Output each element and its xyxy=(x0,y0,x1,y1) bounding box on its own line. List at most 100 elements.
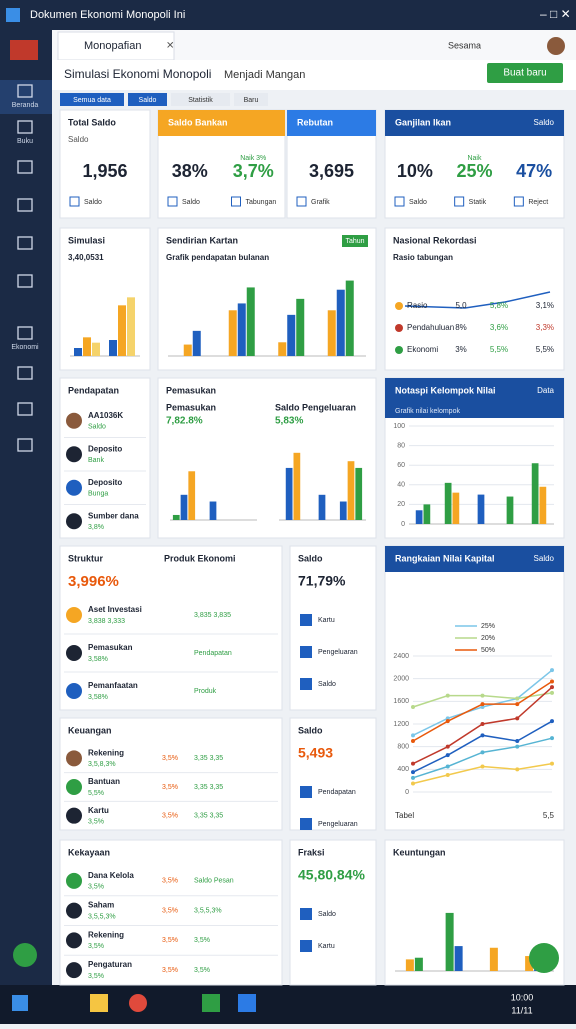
card-foot: Tabel xyxy=(395,811,414,820)
sidebar-label: Beranda xyxy=(12,102,39,109)
item-sub: 3,5% xyxy=(88,819,104,826)
trend-line xyxy=(404,291,551,309)
sidebar-icon[interactable] xyxy=(17,402,33,416)
card-header-right: Produk Ekonomi xyxy=(164,553,236,563)
tab[interactable] xyxy=(57,31,175,61)
card-title: Ganjilan Ikan xyxy=(395,117,451,127)
item-detail: Produk xyxy=(194,688,217,695)
bar xyxy=(109,340,117,356)
item-detail: Pendapatan xyxy=(194,650,232,657)
filter-pill[interactable] xyxy=(171,93,230,106)
sidebar-icon[interactable] xyxy=(17,326,33,340)
card-title: Fraksi xyxy=(298,847,325,857)
chart-value: 5,83% xyxy=(275,416,303,427)
item-icon xyxy=(66,607,82,623)
bar xyxy=(414,957,423,971)
sidebar-icon[interactable] xyxy=(17,198,33,212)
item-detail: 3,35 3,35 xyxy=(194,755,223,762)
search[interactable]: Menjadi Mangan xyxy=(224,69,305,81)
bar xyxy=(415,510,423,524)
bar xyxy=(347,461,355,520)
app-icon[interactable] xyxy=(90,994,108,1012)
card xyxy=(59,545,283,711)
start[interactable] xyxy=(12,995,28,1011)
point xyxy=(445,764,450,769)
bar xyxy=(183,344,192,356)
bar xyxy=(327,310,336,356)
card-title: Keuntungan xyxy=(393,847,446,857)
sidebar-icon[interactable] xyxy=(17,160,33,174)
filter-pill[interactable] xyxy=(234,93,268,106)
item-detail: 3,35 3,35 xyxy=(194,813,223,820)
point xyxy=(445,719,450,724)
card-title: Saldo Bankan xyxy=(168,117,228,127)
kpi-foot: Saldo xyxy=(409,199,427,206)
point xyxy=(445,693,450,698)
point xyxy=(480,733,485,738)
legend-label: 50% xyxy=(481,647,495,654)
table-cell: 5,5% xyxy=(536,345,554,354)
item-icon xyxy=(66,962,82,979)
item-value: 3,5% xyxy=(162,755,178,762)
point xyxy=(480,693,485,698)
y-tick-label: 400 xyxy=(397,766,409,773)
sidebar-icon[interactable] xyxy=(17,366,33,380)
new-button[interactable] xyxy=(487,63,563,83)
sidebar-icon[interactable] xyxy=(17,236,33,250)
bar xyxy=(246,287,255,356)
sidebar xyxy=(0,30,52,985)
kpi-foot: Saldo xyxy=(182,199,200,206)
stack-value: 45,80,84% xyxy=(298,867,365,883)
sidebar-icon[interactable] xyxy=(17,274,33,288)
table-cell: Rasio xyxy=(407,301,428,310)
foot-icon xyxy=(513,196,524,207)
item-detail: 3,5,5,3% xyxy=(194,907,222,914)
window-title: Dokumen Ekonomi Monopoli Ini xyxy=(30,9,185,21)
card-header xyxy=(385,546,564,572)
app-icon[interactable] xyxy=(238,994,256,1012)
bar xyxy=(188,471,196,520)
y-tick-label: 60 xyxy=(397,462,405,469)
card-foot-right: 5,5 xyxy=(543,811,555,820)
sidebar-icon[interactable] xyxy=(17,438,33,452)
sidebar-icon[interactable] xyxy=(17,120,33,134)
y-tick-label: 2400 xyxy=(393,653,409,660)
kpi-note: Naik 3% xyxy=(240,155,266,162)
card xyxy=(59,717,283,831)
item-icon xyxy=(66,446,82,463)
item-sub: 3,58% xyxy=(88,694,108,701)
item-sub: 5,5% xyxy=(88,790,104,797)
card-subheader xyxy=(385,404,564,418)
item-name: Pemanfaatan xyxy=(88,681,138,690)
item-name: Pemasukan xyxy=(88,643,133,652)
point xyxy=(550,761,554,766)
filter-pill[interactable] xyxy=(128,93,167,106)
sidebar-avatar[interactable] xyxy=(13,943,37,967)
filter-pill[interactable] xyxy=(60,93,124,106)
bar xyxy=(228,310,237,356)
item-icon xyxy=(66,513,82,530)
app-icon[interactable] xyxy=(129,994,147,1012)
avatar[interactable] xyxy=(547,37,565,55)
new-button-label[interactable]: Buat baru xyxy=(503,68,546,79)
sidebar-icon[interactable] xyxy=(17,84,33,98)
point xyxy=(480,750,485,755)
fab[interactable] xyxy=(529,943,559,973)
item-icon xyxy=(66,779,82,795)
card xyxy=(289,717,377,831)
tab-title: Monopafian xyxy=(84,40,142,52)
card-title: Nasional Rekordasi xyxy=(393,235,477,245)
tab-close[interactable]: ✕ xyxy=(166,41,174,52)
card-title: Struktur xyxy=(68,553,104,563)
window-controls[interactable]: – □ ✕ xyxy=(540,7,571,21)
item-sub: 3,5% xyxy=(88,943,104,950)
item-name: Deposito xyxy=(88,478,122,487)
card-subtitle: Grafik nilai kelompok xyxy=(395,408,460,415)
bar xyxy=(339,501,347,520)
badge[interactable] xyxy=(342,235,368,247)
bar xyxy=(293,452,301,520)
point xyxy=(411,705,415,709)
kpi-value: 47% xyxy=(516,161,552,181)
app-icon[interactable] xyxy=(202,994,220,1012)
kpi-value: 25% xyxy=(456,161,492,181)
